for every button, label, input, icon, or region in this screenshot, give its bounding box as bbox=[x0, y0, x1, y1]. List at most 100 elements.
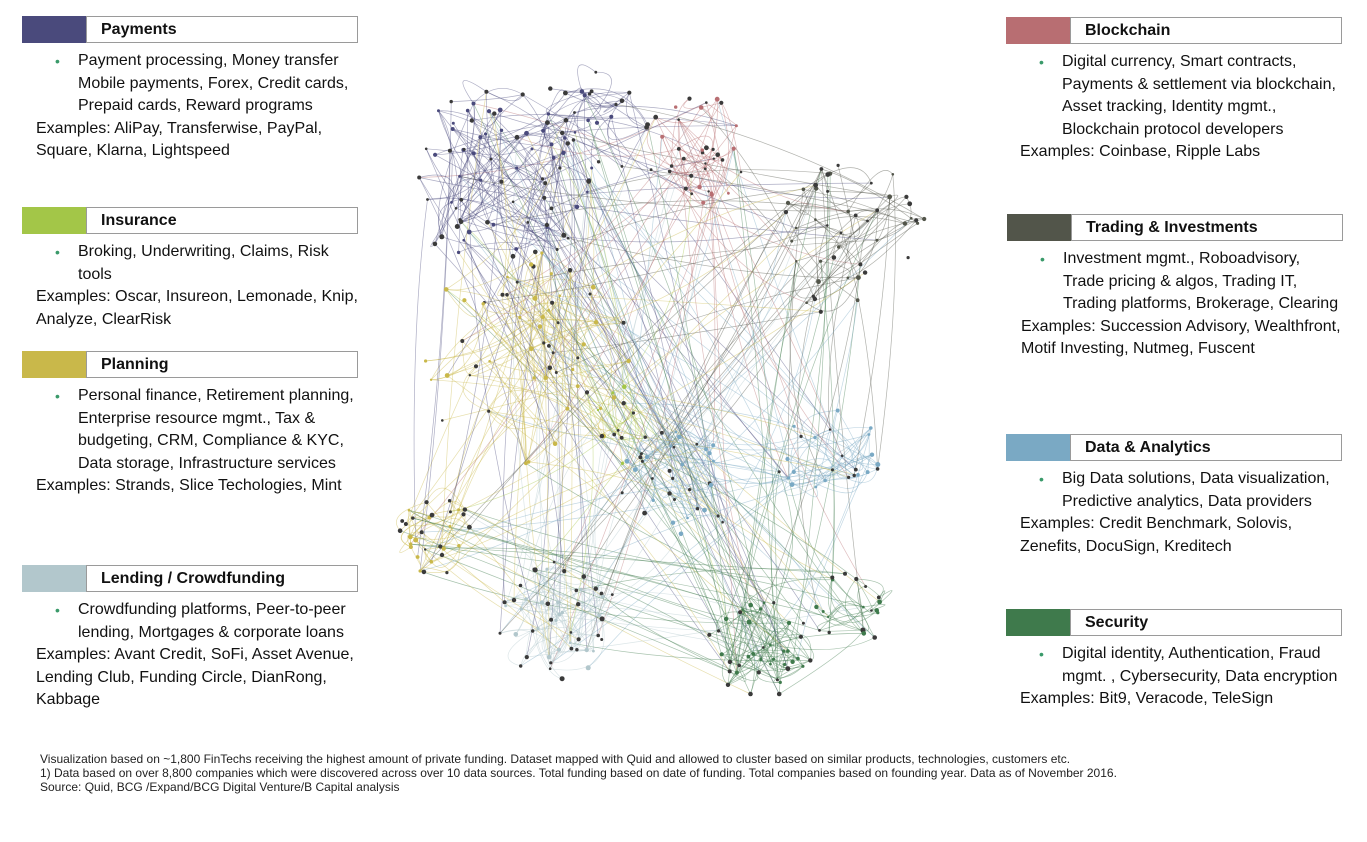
network-edge bbox=[672, 212, 787, 479]
network-edge bbox=[418, 177, 654, 501]
network-edge bbox=[716, 99, 843, 456]
network-edge bbox=[819, 597, 880, 631]
network-node bbox=[783, 662, 787, 667]
network-node bbox=[616, 429, 620, 432]
network-edge bbox=[438, 110, 820, 631]
network-node bbox=[599, 591, 604, 596]
network-edge bbox=[455, 207, 534, 267]
network-edge bbox=[494, 113, 576, 133]
network-node bbox=[741, 608, 744, 611]
network-edge bbox=[791, 237, 839, 248]
network-edge bbox=[673, 447, 698, 519]
network-edge bbox=[682, 464, 794, 484]
network-edge bbox=[743, 601, 771, 646]
network-edge bbox=[542, 130, 780, 695]
network-edge bbox=[519, 317, 584, 345]
network-edge bbox=[489, 361, 556, 444]
network-node bbox=[701, 200, 706, 205]
network-node bbox=[735, 672, 739, 675]
network-node bbox=[524, 461, 528, 466]
network-edge bbox=[488, 410, 859, 476]
network-edge bbox=[399, 530, 738, 673]
network-node bbox=[400, 519, 405, 523]
network-edge bbox=[701, 454, 714, 486]
network-edge bbox=[699, 180, 713, 195]
network-edge bbox=[565, 92, 630, 107]
network-node bbox=[791, 469, 796, 474]
network-edge bbox=[601, 593, 730, 672]
planning-color-swatch bbox=[22, 351, 86, 378]
network-edge bbox=[521, 608, 719, 632]
network-edge bbox=[670, 445, 699, 509]
network-edge bbox=[522, 94, 692, 195]
network-edge bbox=[672, 461, 715, 491]
network-node bbox=[846, 209, 850, 214]
network-node bbox=[847, 475, 851, 479]
network-edge bbox=[613, 397, 623, 464]
network-edge bbox=[550, 596, 604, 663]
network-edge bbox=[758, 666, 804, 679]
network-edge bbox=[564, 137, 707, 450]
network-edge bbox=[463, 149, 534, 267]
network-node bbox=[611, 391, 615, 395]
network-edge bbox=[553, 311, 821, 354]
network-edge bbox=[570, 642, 811, 662]
network-edge bbox=[669, 449, 707, 482]
network-edge bbox=[506, 294, 573, 370]
network-edge bbox=[439, 517, 470, 547]
network-node bbox=[688, 488, 692, 492]
network-edge bbox=[610, 116, 698, 509]
network-node bbox=[771, 657, 776, 661]
network-edge bbox=[626, 431, 676, 462]
network-edge bbox=[534, 569, 559, 620]
network-edge bbox=[534, 251, 550, 311]
network-edge bbox=[409, 512, 430, 537]
network-node bbox=[734, 124, 738, 128]
network-edge bbox=[419, 184, 816, 572]
network-node bbox=[670, 520, 676, 525]
network-edge bbox=[831, 469, 835, 578]
network-node bbox=[549, 661, 553, 665]
network-edge bbox=[541, 252, 780, 472]
network-node bbox=[620, 491, 624, 495]
network-node bbox=[827, 630, 831, 635]
network-node bbox=[839, 231, 843, 235]
network-edge bbox=[419, 322, 597, 572]
network-node bbox=[497, 107, 503, 113]
network-edge bbox=[527, 179, 590, 223]
data-title: Data & Analytics bbox=[1070, 434, 1342, 461]
network-edge bbox=[578, 148, 680, 640]
network-node bbox=[660, 430, 664, 435]
network-node bbox=[690, 192, 694, 196]
network-edge bbox=[576, 357, 604, 437]
network-node bbox=[707, 451, 712, 456]
network-node bbox=[711, 459, 715, 463]
network-edge bbox=[721, 608, 761, 686]
network-edge bbox=[459, 219, 674, 523]
network-edge bbox=[670, 168, 822, 447]
network-edge bbox=[419, 101, 452, 572]
network-node bbox=[552, 441, 558, 447]
network-node bbox=[498, 631, 502, 635]
network-edge bbox=[519, 582, 546, 609]
network-edge bbox=[464, 299, 601, 409]
network-node bbox=[716, 629, 721, 633]
network-edge bbox=[488, 410, 780, 473]
network-node bbox=[575, 384, 580, 389]
network-edge bbox=[789, 261, 826, 481]
network-edge bbox=[626, 446, 672, 470]
network-edge bbox=[535, 569, 799, 659]
blockchain-examples: Examples: Coinbase, Ripple Labs bbox=[1020, 143, 1261, 160]
network-node bbox=[853, 467, 858, 472]
network-edge bbox=[588, 179, 674, 479]
network-node bbox=[704, 447, 708, 452]
network-edge bbox=[644, 503, 705, 514]
network-edge bbox=[603, 92, 630, 113]
network-edge bbox=[525, 463, 864, 631]
bullet-icon: • bbox=[55, 244, 60, 260]
network-edge bbox=[710, 460, 733, 486]
network-edge bbox=[460, 221, 623, 438]
network-edge bbox=[815, 215, 860, 238]
network-node bbox=[449, 99, 453, 104]
network-edge bbox=[683, 158, 711, 177]
